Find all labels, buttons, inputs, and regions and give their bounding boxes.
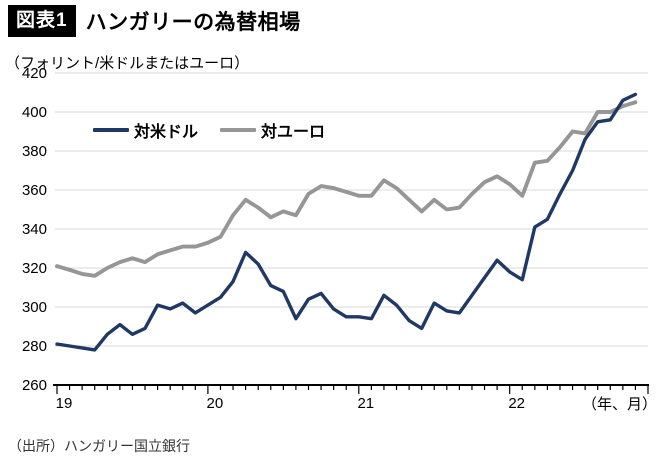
y-tick-label: 380: [22, 143, 47, 160]
y-tick-label: 280: [22, 338, 47, 355]
x-axis-unit-label: （年、月）: [582, 396, 657, 413]
figure-title: ハンガリーの為替相場: [85, 11, 301, 34]
y-tick-label: 420: [22, 65, 47, 82]
x-tick-label: 22: [508, 395, 525, 412]
legend-item-usd: 対米ドル: [93, 118, 198, 142]
y-tick-label: 340: [22, 221, 47, 238]
y-axis-unit-label: （フォリント/米ドルまたはユーロ）: [5, 55, 250, 72]
legend-label-eur: 対ユーロ: [261, 124, 326, 141]
chart-legend: 対米ドル 対ユーロ: [93, 118, 325, 142]
x-tick-label: 20: [207, 395, 224, 412]
x-tick-label: 19: [56, 395, 73, 412]
series-eur-line: [55, 100, 638, 278]
y-tick-label: 400: [22, 104, 47, 121]
source-note: （出所）ハンガリー国立銀行: [8, 438, 190, 454]
x-tick-label: 21: [357, 395, 374, 412]
legend-line-usd-icon: [93, 128, 129, 132]
figure-label-badge: 図表1: [8, 5, 76, 37]
series-usd-line: [55, 92, 638, 352]
legend-line-eur-icon: [220, 128, 257, 132]
y-tick-label: 320: [22, 260, 47, 277]
y-tick-label: 260: [22, 377, 47, 394]
y-tick-label: 300: [22, 299, 47, 316]
legend-item-eur: 対ユーロ: [220, 118, 325, 142]
figure-header: 図表1 ハンガリーの為替相場: [8, 5, 301, 37]
legend-label-usd: 対米ドル: [134, 124, 199, 141]
y-tick-label: 360: [22, 182, 47, 199]
